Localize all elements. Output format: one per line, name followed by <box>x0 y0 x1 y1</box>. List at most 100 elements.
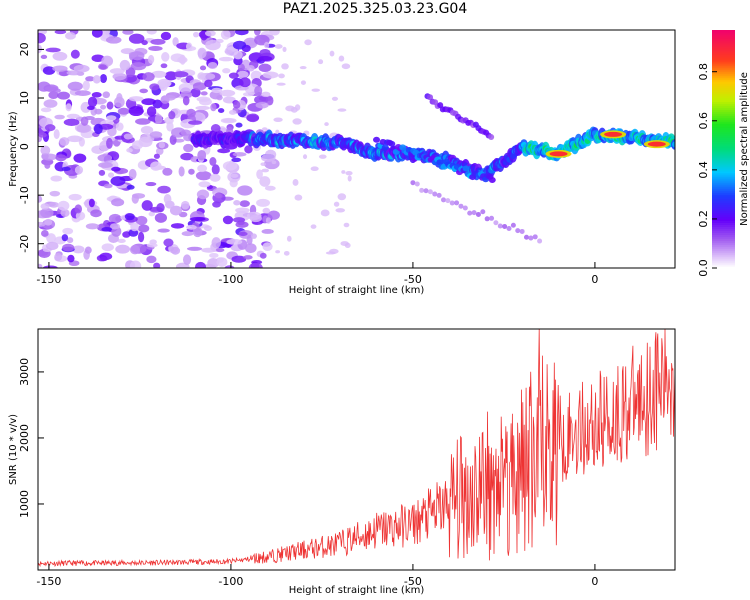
heatmap-cell <box>117 107 130 115</box>
heatmap-cell <box>122 231 131 238</box>
x-tick-label: -50 <box>404 575 422 588</box>
colorbar-cell <box>712 61 735 65</box>
heatmap-peak <box>647 141 666 147</box>
heatmap-cell <box>419 187 425 193</box>
heatmap-cell <box>110 176 126 186</box>
y-tick-label: 3000 <box>18 358 31 386</box>
heatmap-cell <box>166 121 174 132</box>
heatmap-cell <box>99 73 108 84</box>
heatmap-cell <box>76 124 92 133</box>
heatmap-cell <box>286 235 292 242</box>
heatmap-cell <box>68 193 82 201</box>
heatmap-cell <box>148 45 163 52</box>
colorbar-cell <box>712 238 735 241</box>
heatmap-cell <box>57 200 70 211</box>
colorbar-tick-label: 0.0 <box>697 259 710 277</box>
heatmap-cell <box>244 243 257 254</box>
colorbar-cell <box>712 190 735 194</box>
heatmap-cell <box>153 153 160 159</box>
heatmap-cell <box>337 108 347 112</box>
colorbar-cell <box>712 83 735 87</box>
colorbar-cell <box>712 101 735 104</box>
colorbar-cell <box>712 93 735 97</box>
heatmap-cell <box>43 99 58 108</box>
heatmap-cell <box>265 217 271 224</box>
heatmap-cell <box>207 258 220 268</box>
colorbar-cell <box>712 81 735 85</box>
heatmap-cell <box>232 152 247 157</box>
heatmap-cell <box>233 50 243 60</box>
heatmap-cell <box>262 71 279 79</box>
heatmap-cell <box>210 103 217 112</box>
colorbar-cell <box>712 69 735 73</box>
heatmap-cell <box>62 227 74 235</box>
heatmap-cell <box>163 194 172 205</box>
heatmap-cell <box>59 137 70 146</box>
heatmap-cell <box>99 64 107 70</box>
heatmap-cell <box>248 262 263 268</box>
heatmap-cell <box>226 238 243 245</box>
heatmap-cell <box>197 149 207 161</box>
colorbar-cell <box>712 71 735 75</box>
heatmap-cell <box>91 54 105 62</box>
heatmap-cell <box>66 135 83 143</box>
heatmap-cell <box>458 203 464 209</box>
heatmap-cell <box>73 64 90 73</box>
heatmap-cell <box>192 226 203 238</box>
heatmap-cells <box>38 30 675 268</box>
heatmap-cell <box>204 79 213 88</box>
colorbar-cell <box>712 133 735 136</box>
heatmap-cell <box>471 210 477 216</box>
heatmap-cell <box>281 63 289 70</box>
heatmap-cell <box>128 105 144 117</box>
heatmap-cell <box>331 96 339 101</box>
heatmap-cell <box>427 189 433 195</box>
heatmap-cell <box>53 129 60 140</box>
heatmap-cell <box>139 88 149 94</box>
heatmap-cell <box>159 80 168 91</box>
heatmap-peak <box>604 131 623 137</box>
heatmap-cell <box>157 228 170 233</box>
heatmap-cell <box>338 55 345 62</box>
heatmap-cell <box>55 154 67 162</box>
colorbar-cell <box>712 97 735 101</box>
heatmap-cell <box>131 194 139 204</box>
heatmap-cell <box>108 213 122 224</box>
heatmap-cell <box>228 109 237 115</box>
heatmap-cell <box>160 31 172 41</box>
heatmap-cell <box>54 253 63 262</box>
heatmap-cell <box>107 172 115 178</box>
heatmap-cell <box>244 145 253 154</box>
heatmap-cell <box>87 96 98 108</box>
colorbar-cell <box>712 79 735 83</box>
colorbar-cell <box>712 198 735 202</box>
x-tick-label: -50 <box>404 273 422 286</box>
heatmap-cell <box>197 72 206 80</box>
heatmap-cell <box>48 201 60 208</box>
heatmap-cell <box>246 113 260 123</box>
colorbar-cell <box>712 164 735 168</box>
colorbar-cell <box>712 160 735 164</box>
heatmap-cell <box>222 161 238 171</box>
heatmap-cell <box>343 222 350 228</box>
heatmap-cell <box>154 212 168 223</box>
heatmap-cell <box>207 61 218 70</box>
heatmap-cell <box>44 218 53 226</box>
colorbar-cell <box>712 210 735 214</box>
heatmap-cell <box>141 40 148 46</box>
heatmap-cell <box>148 211 156 217</box>
heatmap-cell <box>93 123 103 135</box>
colorbar-cell <box>712 180 735 184</box>
heatmap-cell <box>160 63 168 69</box>
x-tick-label: -150 <box>36 273 61 286</box>
colorbar-cell <box>712 73 735 77</box>
colorbar-cell <box>712 216 735 220</box>
heatmap-cell <box>381 144 389 151</box>
heatmap-cell <box>258 63 272 73</box>
heatmap-cell <box>126 148 133 153</box>
heatmap-cell <box>44 162 51 169</box>
heatmap-cell <box>128 33 145 44</box>
colorbar-cell <box>712 77 735 81</box>
colorbar-cell <box>712 43 735 47</box>
heatmap-cell <box>262 242 273 252</box>
